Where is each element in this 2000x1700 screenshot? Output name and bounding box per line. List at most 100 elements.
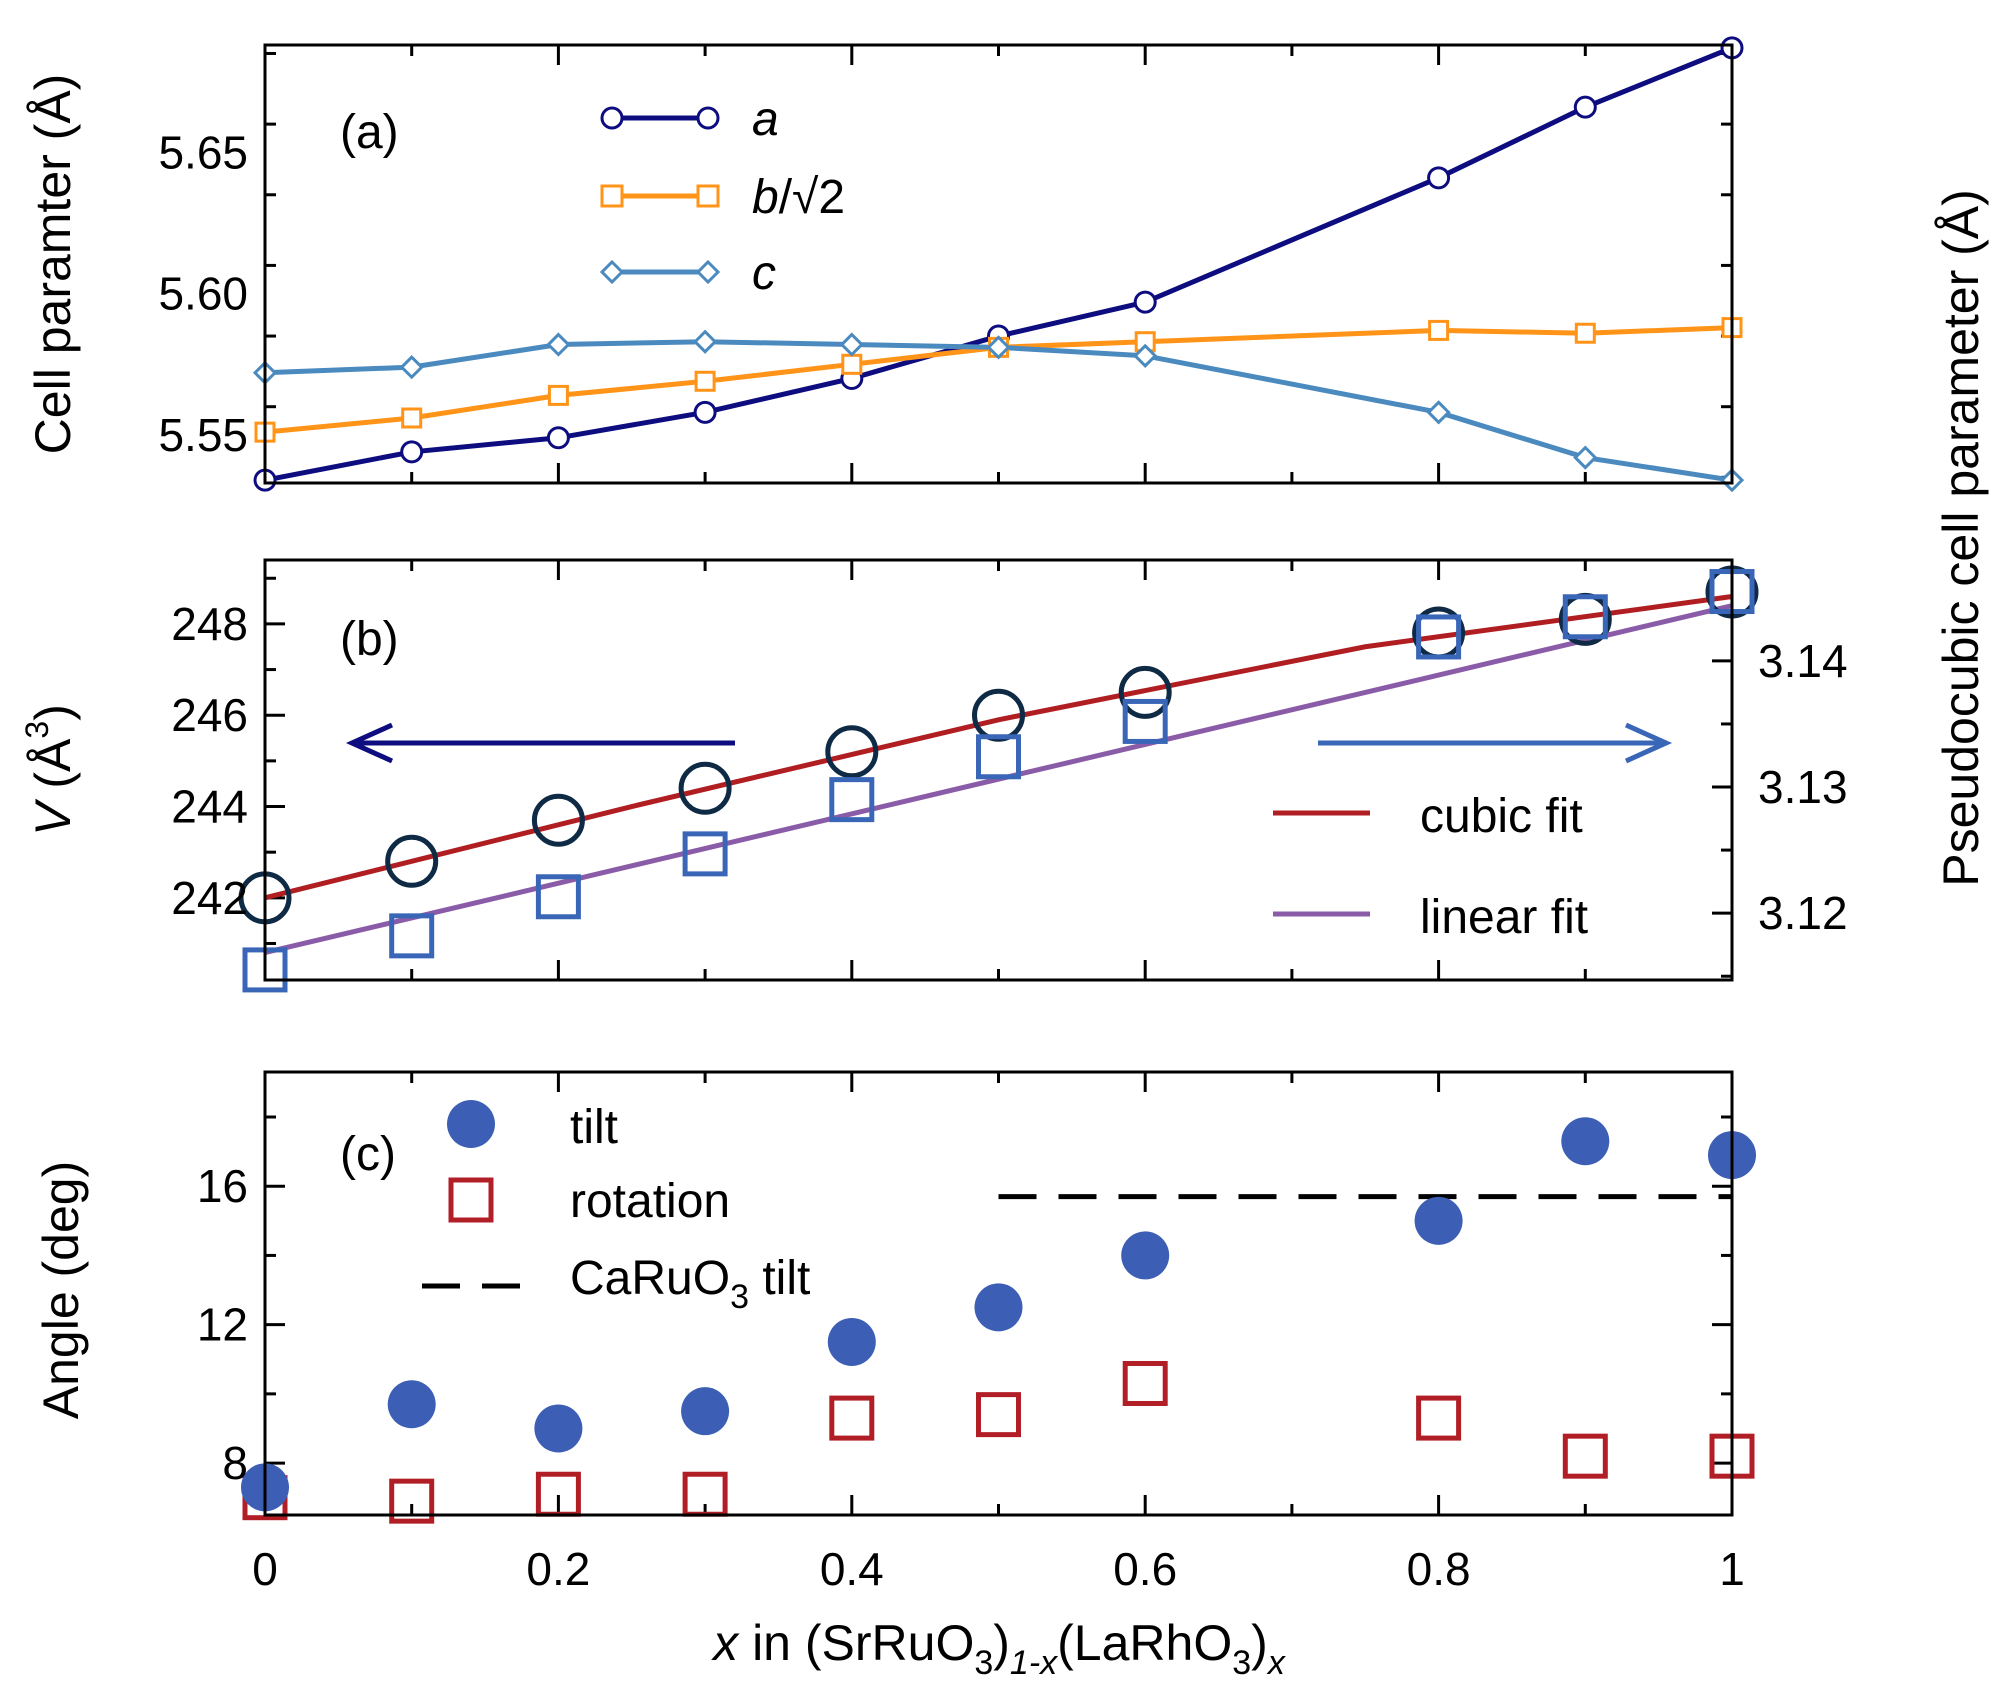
series-b-point xyxy=(841,353,863,375)
panel-b-left-tick-label: 248 xyxy=(171,598,248,650)
panel-c-frame xyxy=(263,1070,1734,1517)
series-c-point xyxy=(986,335,1011,360)
rotation-point xyxy=(976,1392,1021,1438)
panel-a: 5.55 5.60 5.65 (a) Cell paramter (Å) a b/√… xyxy=(25,36,1745,493)
series-c-point xyxy=(1573,445,1598,470)
x-label-part4: ) xyxy=(1251,1615,1268,1671)
x-tick-label: 0.8 xyxy=(1407,1543,1471,1595)
legend-c-swatch xyxy=(599,259,721,285)
legend-b-text-rest: /√2 xyxy=(779,171,845,224)
rotation-point xyxy=(1122,1360,1168,1406)
panel-b-ylabel-right: Pseudocubic cell parameter (Å) xyxy=(1933,189,1989,887)
series-b-point xyxy=(547,384,569,406)
panel-b-ylabel-v: V xyxy=(25,798,81,836)
x-label-part3: (LaRhO xyxy=(1057,1615,1232,1671)
tilt-point xyxy=(1414,1196,1463,1245)
x-label-sub4: x xyxy=(1266,1644,1286,1682)
panel-c-y-tick-labels: 8 12 16 xyxy=(197,1160,248,1489)
panel-c-y-tick-label: 8 xyxy=(222,1437,248,1489)
legend-a-text: a xyxy=(752,93,779,146)
series-a-line xyxy=(264,45,1733,483)
x-label-sub1: 3 xyxy=(974,1644,993,1682)
series-c-point xyxy=(1426,400,1451,425)
legend-b-marker-right xyxy=(696,184,720,208)
panel-a-legend: a b/√2 c xyxy=(599,93,845,300)
tilt-point xyxy=(974,1283,1023,1332)
panel-a-y-tick-label: 5.65 xyxy=(158,126,248,178)
legend-tilt-text: tilt xyxy=(570,1101,618,1154)
panel-b-ylabel-close: ) xyxy=(25,704,81,721)
panel-b-left-tick-labels: 242 244 246 248 xyxy=(171,598,248,924)
tilt-point xyxy=(827,1317,876,1366)
pseudocubic-point xyxy=(976,734,1021,780)
series-c-point xyxy=(399,355,424,380)
panel-a-label: (a) xyxy=(340,106,399,159)
legend-tilt-marker xyxy=(447,1100,495,1148)
panel-a-ticks xyxy=(263,45,1734,483)
legend-c-text: c xyxy=(752,247,776,300)
panel-c: 8 12 16 (c) Angle (deg) tilt rotation CaRu… xyxy=(33,1070,1756,1524)
pseudocubic-point xyxy=(389,913,435,959)
panel-b-ylabel-sup: 3 xyxy=(19,721,55,739)
volume-point xyxy=(825,725,879,779)
legend-caruo3-main: CaRuO xyxy=(570,1252,730,1305)
tilt-point xyxy=(534,1404,583,1453)
series-c-point xyxy=(1133,343,1158,368)
x-label-part1: in (SrRuO xyxy=(738,1615,974,1671)
series-c-point xyxy=(692,329,718,354)
pseudocubic-point xyxy=(682,831,728,877)
panel-b-left-tick-label: 242 xyxy=(171,872,248,924)
legend-caruo3-text: CaRuO3 tilt xyxy=(570,1252,810,1316)
x-tick-label: 0.2 xyxy=(526,1543,590,1595)
legend-rotation-text: rotation xyxy=(570,1175,730,1228)
series-a-point xyxy=(1573,95,1597,119)
series-b-point xyxy=(1574,322,1596,344)
legend-b-text-italic: b xyxy=(752,171,779,224)
panel-a-y-tick-labels: 5.55 5.60 5.65 xyxy=(158,126,248,461)
series-a-point xyxy=(400,440,424,464)
series-c-point xyxy=(546,332,571,357)
volume-point xyxy=(1118,665,1172,719)
panel-a-series-markers xyxy=(252,36,1745,493)
legend-linear-fit-text: linear fit xyxy=(1420,891,1588,944)
panel-b-frame xyxy=(263,558,1734,982)
legend-rotation-marker xyxy=(448,1177,494,1223)
series-a-point xyxy=(546,426,570,450)
tilt-point xyxy=(1121,1231,1170,1280)
panel-c-y-tick-label: 16 xyxy=(197,1160,248,1212)
series-b-point xyxy=(694,370,716,392)
x-tick-labels: 0 0.2 0.4 0.6 0.8 1 xyxy=(252,1543,1745,1595)
tilt-point xyxy=(387,1380,436,1429)
legend-b-marker-left xyxy=(600,184,624,208)
x-label-italic-x: x xyxy=(711,1615,740,1671)
pseudocubic-point xyxy=(1416,614,1462,660)
pseudocubic-point xyxy=(1562,594,1608,640)
x-label-part2: ) xyxy=(993,1615,1010,1671)
panel-c-legend: tilt rotation CaRuO3 tilt xyxy=(422,1100,810,1316)
pseudocubic-point xyxy=(535,874,581,920)
legend-a-marker-left xyxy=(600,106,624,130)
legend-a-swatch xyxy=(600,106,720,130)
panel-b-right-tick-label: 3.12 xyxy=(1758,887,1848,939)
series-a-point xyxy=(1427,166,1451,190)
cubic-fit-line xyxy=(264,594,1733,901)
x-tick-label: 0 xyxy=(252,1543,278,1595)
panel-a-series-lines xyxy=(264,45,1733,483)
panel-a-y-tick-label: 5.55 xyxy=(158,409,248,461)
series-b-point xyxy=(1428,319,1450,341)
panel-a-ylabel: Cell paramter (Å) xyxy=(25,74,81,455)
rotation-point xyxy=(389,1478,435,1524)
volume-point xyxy=(678,761,732,815)
rotation-point xyxy=(1416,1395,1462,1441)
legend-c-marker-right xyxy=(695,259,721,285)
volume-point xyxy=(531,793,585,847)
x-label-sub3: 3 xyxy=(1232,1644,1251,1682)
panel-c-y-tick-label: 12 xyxy=(197,1299,248,1351)
x-tick-label: 0.4 xyxy=(820,1543,884,1595)
legend-b-swatch xyxy=(600,184,720,208)
rotation-point xyxy=(1562,1433,1608,1479)
series-c-line xyxy=(264,339,1733,483)
panel-b: 242 244 246 248 3.12 3.13 3.14 (b) V (Å3) Pse… xyxy=(19,189,1989,993)
panel-b-ylabel-unit: (Å xyxy=(25,738,81,803)
